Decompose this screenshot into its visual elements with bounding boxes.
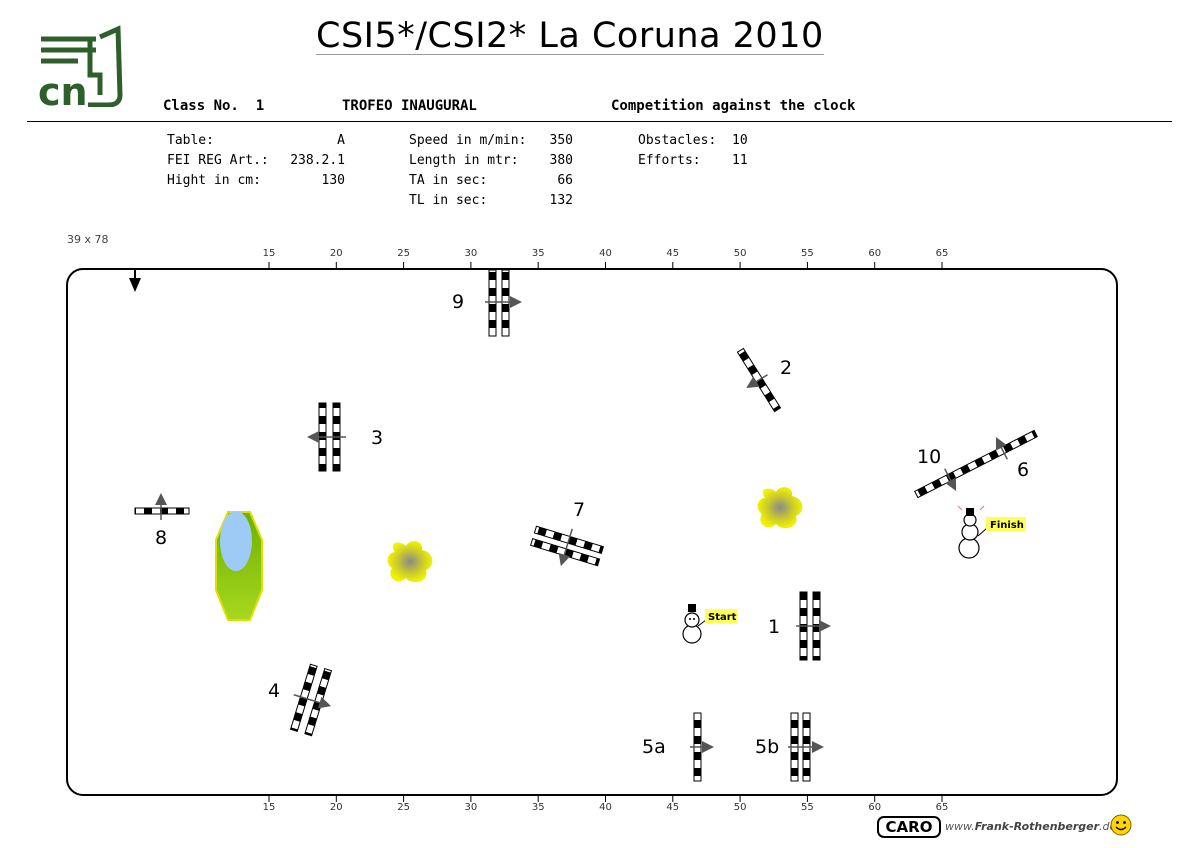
obstacle-5a	[690, 712, 714, 782]
label-obstacle-10: 10	[917, 446, 941, 468]
ruler-bottom-tick-label: 60	[868, 802, 881, 813]
label-obstacle-8: 8	[155, 527, 167, 549]
label-obstacle-3: 3	[371, 427, 383, 449]
ruler-top-tick-label: 45	[666, 248, 679, 259]
finish-marker: Finish	[957, 505, 1026, 559]
ruler-top-tick-label: 15	[263, 248, 276, 259]
info-col-1: Table: A FEI REG Art.: 238.2.1 Hight in cm…	[167, 133, 345, 188]
ruler-bottom-tick-label: 50	[734, 802, 747, 813]
ruler-top-tick-label: 40	[599, 248, 612, 259]
ruler-bottom-tick-label: 55	[801, 802, 814, 813]
ruler-top-tick-label: 60	[868, 248, 881, 259]
class-label: Class No. 1	[163, 98, 265, 114]
header-rule	[27, 121, 1172, 122]
ruler-top-tick-label: 65	[936, 248, 949, 259]
obstacle-3	[307, 402, 346, 472]
info-col-2: Speed in m/min: 350 Length in mtr: 380 TA …	[409, 133, 573, 208]
finish-label: Finish	[990, 520, 1024, 531]
ruler-bottom-tick-label: 25	[397, 802, 410, 813]
label-obstacle-5b: 5b	[755, 736, 779, 758]
ruler-top-tick-label: 30	[465, 248, 478, 259]
ruler-bottom-tick-label: 35	[532, 802, 545, 813]
label-obstacle-2: 2	[780, 357, 792, 379]
label-obstacle-9: 9	[452, 291, 464, 313]
competition-type: Competition against the clock	[611, 98, 856, 114]
ruler-top-tick-label: 35	[532, 248, 545, 259]
ruler-bottom-tick-label: 30	[465, 802, 478, 813]
cn-logo: cn	[38, 25, 123, 107]
arena-outline	[66, 268, 1118, 796]
logo-text: cn	[38, 70, 88, 107]
ruler-top-tick-label: 25	[397, 248, 410, 259]
footer-url[interactable]: www.Frank-Rothenberger.de	[945, 820, 1117, 833]
start-marker: Start	[682, 604, 737, 644]
ruler-bottom-tick-label: 15	[263, 802, 276, 813]
ruler-bottom-tick-label: 40	[599, 802, 612, 813]
obstacle-7	[529, 525, 605, 567]
flower-decoration-2	[757, 487, 803, 529]
water-island	[215, 511, 263, 621]
obstacle-2	[736, 347, 782, 413]
caro-logo: CARO	[877, 816, 941, 838]
label-obstacle-7: 7	[573, 499, 585, 521]
start-label: Start	[708, 612, 737, 623]
ruler-bottom-tick-label: 20	[330, 802, 343, 813]
flower-decoration-1	[387, 541, 433, 583]
label-obstacle-6: 6	[1017, 459, 1029, 481]
obstacle-1	[796, 591, 831, 661]
ruler-top-tick-label: 55	[801, 248, 814, 259]
page-title: CSI5*/CSI2* La Coruna 2010	[316, 16, 824, 56]
ruler-bottom: 15 20 25 30 35 40 45 50 55 60 65	[263, 796, 949, 813]
obstacle-4	[289, 663, 333, 737]
info-col-3: Obstacles: 10 Efforts: 11	[638, 133, 748, 168]
obstacle-10-6	[914, 429, 1038, 499]
obstacle-8	[134, 493, 190, 520]
ruler-top: 15 20 25 30 35 40 45 50 55 60 65	[263, 248, 949, 268]
ruler-bottom-tick-label: 65	[936, 802, 949, 813]
ruler-bottom-tick-label: 45	[666, 802, 679, 813]
smiley-icon	[1110, 814, 1132, 836]
class-number: 1	[255, 98, 265, 114]
obstacle-5b	[788, 712, 824, 782]
ruler-top-tick-label: 20	[330, 248, 343, 259]
class-name: TROFEO INAUGURAL	[342, 98, 477, 114]
label-obstacle-5a: 5a	[642, 736, 666, 758]
obstacle-9	[485, 269, 522, 337]
label-obstacle-4: 4	[268, 680, 280, 702]
ruler-top-tick-label: 50	[734, 248, 747, 259]
arena-dimensions: 39 x 78	[67, 233, 109, 246]
label-obstacle-1: 1	[768, 616, 780, 638]
